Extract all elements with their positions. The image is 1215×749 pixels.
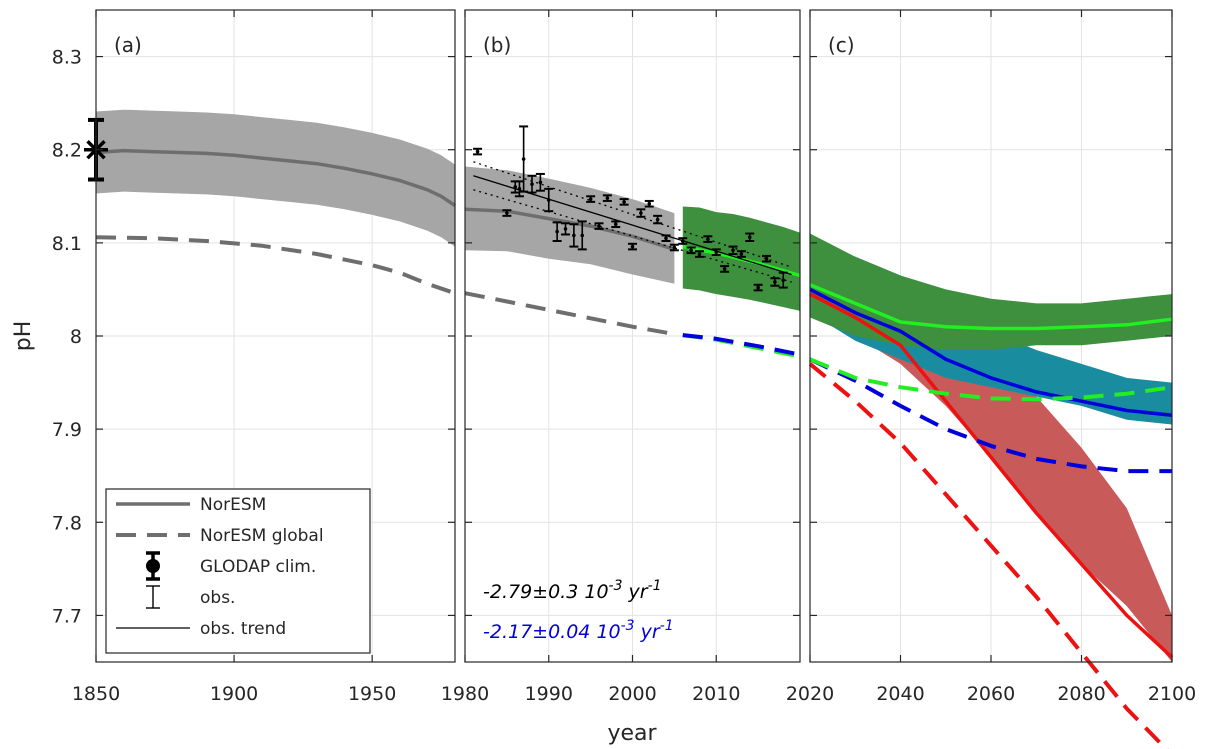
y-tick-label-2: 7.9 [52,419,82,441]
legend-entry-1: NorESM global [116,526,324,546]
panel-c-dashed-red_line-6 [808,362,1169,749]
panel-b-obs-point-15 [611,220,621,229]
panel-b-obs-point-1 [502,209,512,217]
panel-b-obs-point-28 [720,265,730,273]
y-tick-label-6: 8.3 [52,47,82,69]
panel-c-dashed-blue_line-7 [809,357,1172,474]
panel-b-obs-point-7 [544,187,554,213]
panel-b-dashed-historical_line-4 [464,291,675,337]
panel-c-label: (c) [828,33,855,57]
panel-c-x-tick-label-0: 2020 [786,683,834,705]
panel-b-obs-point-33 [762,254,771,263]
panel-a-x-tick-label-0: 1850 [72,683,120,705]
panel-b-obs-point-17 [628,242,637,251]
legend: NorESM NorESM global GLODAP clim. obs. obs. … [105,488,371,654]
panel-a-line-historical_line-0 [95,148,456,208]
panel-b-obs-point-31 [745,232,755,242]
panel-b-trend-annotation-0: -2.79±0.3 10-3 yr-1 [483,578,662,603]
panel-b-obs-point-19 [644,199,654,208]
panel-b-obs-point-34 [770,277,780,287]
line-layer [95,148,1174,749]
panel-b-x-tick-label-0: 1980 [441,683,489,705]
panel-b-obs-point-14 [602,194,612,202]
panel-b-obs-point-26 [703,235,713,243]
panel-c-x-tick-label-3: 2080 [1057,683,1105,705]
panel-b-label: (b) [483,33,511,57]
panel-b-obs-point-8 [552,221,562,242]
legend-entry-4: obs. trend [116,619,286,639]
panel-b-obs-point-9 [561,222,570,236]
panel-b-x-tick-label-1: 1990 [525,683,573,705]
panel-a-dashed-historical_line-2 [95,235,456,296]
panel-a-x-tick-label-2: 1950 [348,683,396,705]
y-axis-label: pH [11,321,36,352]
panel-b-obs-point-35 [778,271,788,289]
panel-b-obs-point-3 [514,180,524,198]
legend-label-0: NorESM [200,495,266,515]
x-axis-label: year [607,721,657,746]
panel-b-trend-annotation-1: -2.17±0.04 10-3 yr-1 [483,618,674,643]
panel-a-label: (a) [114,33,142,57]
y-tick-label-0: 7.7 [52,605,82,627]
panel-b-x-tick-label-3: 2010 [692,683,740,705]
y-tick-label-1: 7.8 [52,512,82,534]
panel-c-x-tick-label-4: 2100 [1148,683,1196,705]
legend-label-1: NorESM global [200,526,324,546]
legend-entry-3: obs. [146,585,235,609]
text-layer: 1850 1900 1950 (a) 1980 1990 2000 2010 (b) -2.79±… [11,33,1196,746]
panel-c-line-blue_line-4 [809,287,1173,417]
panel-b-obs-point-13 [594,222,604,230]
frame-layer [95,9,1173,663]
y-tick-label-5: 8.2 [52,140,82,162]
panel-b-obs-point-12 [586,195,596,203]
panel-c-line-red_line-3 [809,292,1174,659]
obs-layer [84,117,788,292]
panel-b-obs-point-29 [728,245,738,256]
panel-b-obs-point-32 [753,283,763,292]
panel-b-trend_bound-obs-9 [473,189,792,283]
panel-b-obs-point-30 [736,250,746,258]
panel-b-obs-point-21 [661,234,671,242]
legend-entry-0: NorESM [116,495,266,515]
panel-b-obs-point-11 [577,220,587,251]
panel-b-obs-point-10 [569,223,579,248]
panel-b-obs-point-16 [619,198,629,206]
panel-b-obs-point-24 [686,246,696,255]
legend-label-3: obs. [200,588,235,608]
panel-b-obs-point-25 [695,250,704,258]
legend-label-4: obs. trend [200,619,286,639]
panel-b-obs-point-6 [535,172,545,192]
panel-b-x-tick-label-2: 2000 [608,683,656,705]
legend-entry-2: GLODAP clim. [146,551,316,581]
panel-b-obs-point-22 [669,243,679,252]
panel-b-obs-point-18 [636,208,646,218]
y-tick-label-4: 8.1 [52,233,82,255]
panel-c-x-tick-label-2: 2060 [967,683,1015,705]
panel-b-trend_bound-obs-8 [473,161,792,268]
panel-c-dashed-green_line-8 [809,357,1173,402]
panel-b-obs-point-27 [711,248,721,256]
panel-a-band-historical_band-1 [96,109,455,247]
panel-c-x-tick-label-1: 2040 [876,683,924,705]
panel-b-obs-point-20 [653,214,663,225]
y-tick-label-3: 8 [70,326,82,348]
panel-c-line-green_line-5 [809,283,1173,331]
panel-b-obs-point-4 [519,125,529,193]
panel-a-x-tick-label-1: 1900 [210,683,258,705]
panel-b-obs-point-0 [473,147,483,156]
panel-b-obs-point-5 [527,174,537,194]
legend-label-2: GLODAP clim. [200,557,316,577]
panel-b-dashed-blue_line-6 [682,333,801,357]
panel-b-obs-point-23 [678,237,688,245]
